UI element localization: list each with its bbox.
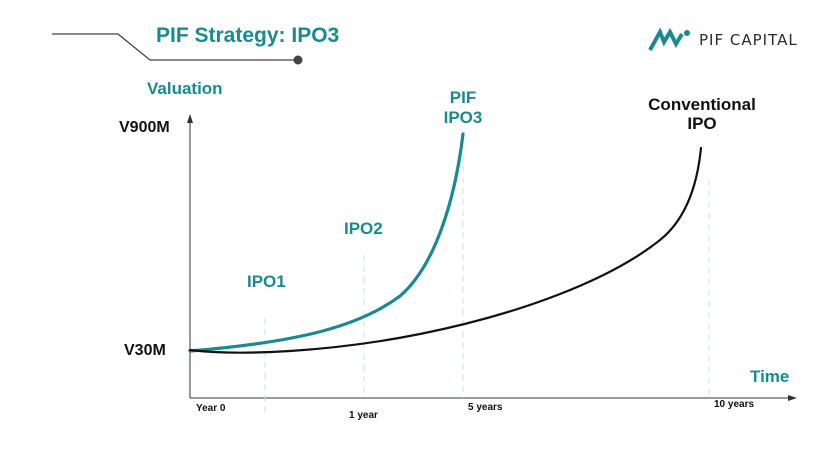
x-tick-label-year0: Year 0 — [196, 403, 226, 414]
x-tick-label-5years: 5 years — [468, 402, 503, 413]
x-axis-arrow — [788, 395, 797, 401]
series-label-pif-ipo3-line1: PIF — [449, 88, 477, 107]
series-label-conventional-line1: Conventional — [648, 95, 756, 114]
x-tick-label-1year: 1 year — [349, 410, 378, 421]
series-label-conventional-line2: IPO — [687, 114, 717, 133]
series-label-conventional-ipo: Conventional IPO — [632, 95, 772, 133]
y-tick-label-low: V30M — [124, 342, 166, 359]
series-line-pif-ipo3 — [188, 132, 465, 353]
x-axis-label: Time — [750, 367, 790, 386]
pif-logo-icon — [648, 28, 690, 51]
page-title: PIF Strategy: IPO3 — [156, 24, 340, 47]
y-tick-label-high: V900M — [119, 119, 170, 136]
x-tick-label-10years: 10 years — [714, 399, 755, 410]
series-line-conventional-ipo — [188, 146, 703, 354]
y-axis-label: Valuation — [147, 79, 223, 98]
y-axis-arrow — [187, 114, 193, 123]
annotation-ipo2: IPO2 — [344, 219, 383, 238]
header-decoration-dot — [293, 55, 303, 65]
brand-logo: PIF CAPITAL — [648, 28, 798, 52]
logo-text: PIF CAPITAL — [699, 31, 798, 49]
annotation-ipo1: IPO1 — [247, 272, 286, 291]
series-label-pif-ipo3-line2: IPO3 — [443, 108, 483, 127]
header-decoration-line — [52, 33, 298, 61]
series-label-pif-ipo3: PIF IPO3 — [436, 88, 490, 128]
